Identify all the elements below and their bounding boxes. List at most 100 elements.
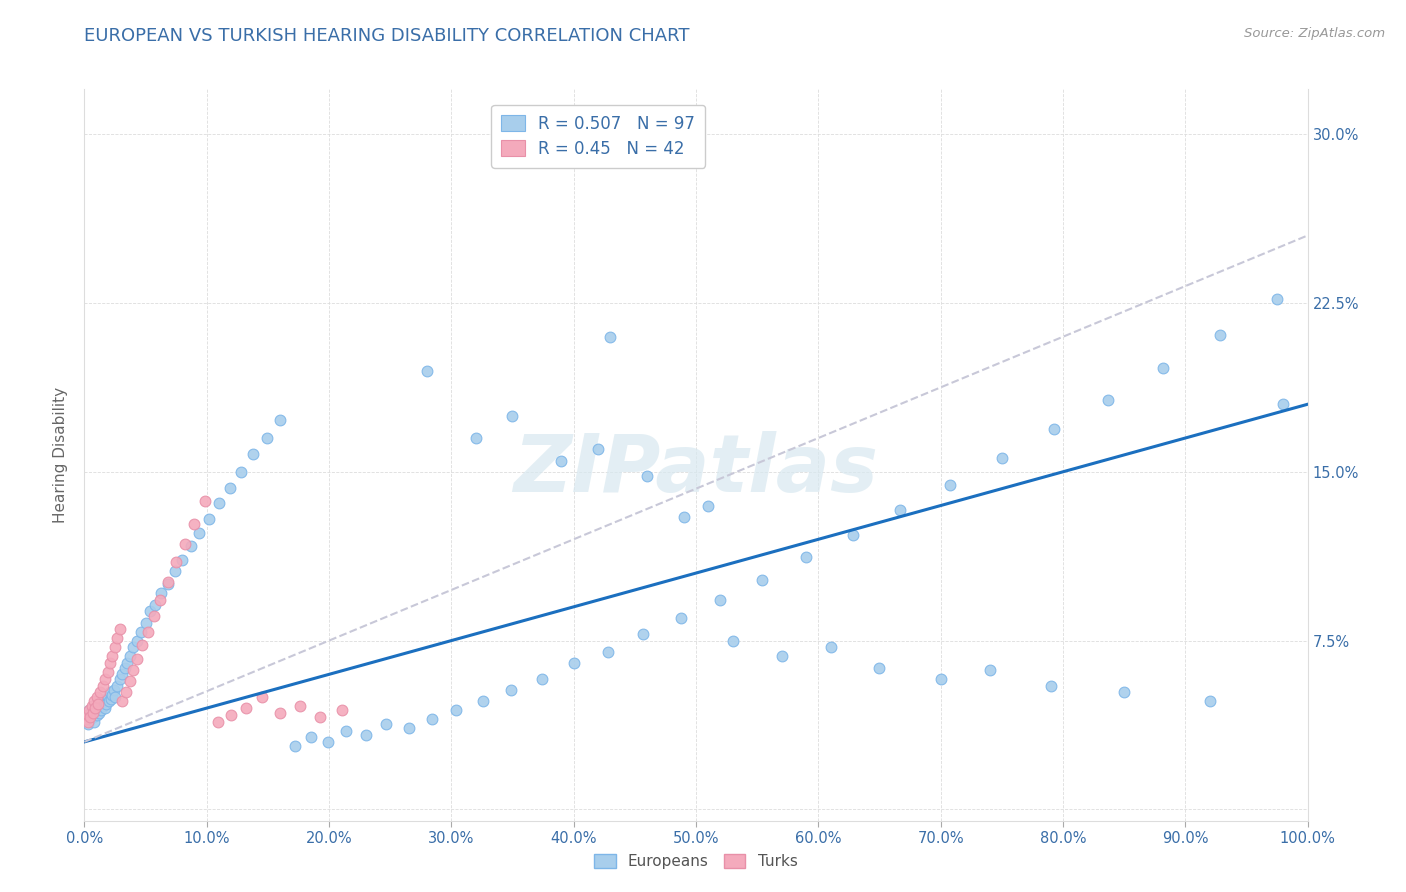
Point bbox=[139, 604, 162, 618]
Point bbox=[156, 577, 179, 591]
Point bbox=[599, 330, 621, 344]
Point bbox=[770, 649, 793, 664]
Point bbox=[103, 683, 125, 698]
Point bbox=[939, 478, 962, 492]
Point bbox=[75, 712, 97, 726]
Point bbox=[80, 706, 103, 720]
Point bbox=[86, 690, 108, 704]
Point bbox=[96, 697, 118, 711]
Point bbox=[101, 688, 124, 702]
Text: EUROPEAN VS TURKISH HEARING DISABILITY CORRELATION CHART: EUROPEAN VS TURKISH HEARING DISABILITY C… bbox=[84, 27, 690, 45]
Point bbox=[118, 649, 141, 664]
Point bbox=[122, 663, 145, 677]
Point bbox=[284, 739, 307, 754]
Point bbox=[111, 694, 134, 708]
Point bbox=[180, 539, 202, 553]
Point bbox=[79, 712, 101, 726]
Point bbox=[97, 665, 120, 679]
Point bbox=[242, 447, 264, 461]
Point bbox=[114, 660, 136, 674]
Point bbox=[1198, 694, 1220, 708]
Point bbox=[721, 633, 744, 648]
Point bbox=[165, 555, 187, 569]
Point bbox=[83, 714, 105, 729]
Point bbox=[420, 712, 443, 726]
Point bbox=[235, 701, 257, 715]
Point bbox=[979, 663, 1001, 677]
Point bbox=[335, 723, 357, 738]
Point bbox=[76, 707, 98, 722]
Point bbox=[219, 707, 242, 722]
Point bbox=[183, 516, 205, 531]
Point bbox=[889, 503, 911, 517]
Point bbox=[135, 615, 157, 630]
Point bbox=[77, 717, 100, 731]
Point bbox=[93, 694, 115, 708]
Point bbox=[122, 640, 145, 655]
Point bbox=[94, 672, 117, 686]
Point bbox=[79, 710, 101, 724]
Point bbox=[841, 528, 863, 542]
Point bbox=[82, 706, 104, 720]
Point bbox=[104, 640, 127, 655]
Point bbox=[129, 624, 152, 639]
Point bbox=[91, 679, 114, 693]
Point bbox=[586, 442, 609, 457]
Point bbox=[108, 672, 131, 686]
Point bbox=[143, 608, 166, 623]
Point bbox=[80, 698, 103, 713]
Point bbox=[596, 645, 619, 659]
Point bbox=[91, 698, 114, 713]
Point bbox=[464, 431, 486, 445]
Point bbox=[256, 431, 278, 445]
Point bbox=[269, 706, 291, 720]
Point bbox=[173, 537, 195, 551]
Point bbox=[118, 674, 141, 689]
Point bbox=[82, 710, 104, 724]
Text: ZIPatlas: ZIPatlas bbox=[513, 431, 879, 508]
Point bbox=[229, 465, 252, 479]
Point bbox=[87, 697, 110, 711]
Point bbox=[84, 703, 107, 717]
Text: Source: ZipAtlas.com: Source: ZipAtlas.com bbox=[1244, 27, 1385, 40]
Point bbox=[156, 575, 179, 590]
Point bbox=[562, 656, 585, 670]
Y-axis label: Hearing Disability: Hearing Disability bbox=[53, 387, 69, 523]
Point bbox=[77, 703, 100, 717]
Point bbox=[309, 710, 332, 724]
Point bbox=[163, 564, 186, 578]
Point bbox=[194, 494, 217, 508]
Point bbox=[105, 632, 128, 646]
Point bbox=[86, 707, 108, 722]
Point bbox=[115, 685, 138, 699]
Point bbox=[820, 640, 842, 655]
Point bbox=[98, 656, 121, 670]
Point bbox=[98, 685, 121, 699]
Point bbox=[444, 703, 467, 717]
Point bbox=[250, 690, 273, 704]
Point bbox=[502, 409, 524, 423]
Point bbox=[77, 703, 100, 717]
Point bbox=[929, 672, 952, 686]
Point bbox=[76, 707, 98, 722]
Point bbox=[219, 481, 242, 495]
Point bbox=[136, 624, 159, 639]
Point bbox=[131, 638, 153, 652]
Point bbox=[90, 703, 112, 717]
Point bbox=[1265, 292, 1288, 306]
Point bbox=[697, 499, 720, 513]
Point bbox=[550, 453, 572, 467]
Point bbox=[89, 697, 111, 711]
Point bbox=[869, 660, 891, 674]
Point bbox=[501, 683, 523, 698]
Point bbox=[87, 701, 110, 715]
Point bbox=[316, 735, 339, 749]
Point bbox=[100, 692, 122, 706]
Point bbox=[794, 550, 817, 565]
Point bbox=[149, 593, 172, 607]
Point bbox=[672, 509, 695, 524]
Point bbox=[472, 694, 495, 708]
Point bbox=[188, 525, 211, 540]
Point bbox=[97, 694, 120, 708]
Point bbox=[633, 627, 655, 641]
